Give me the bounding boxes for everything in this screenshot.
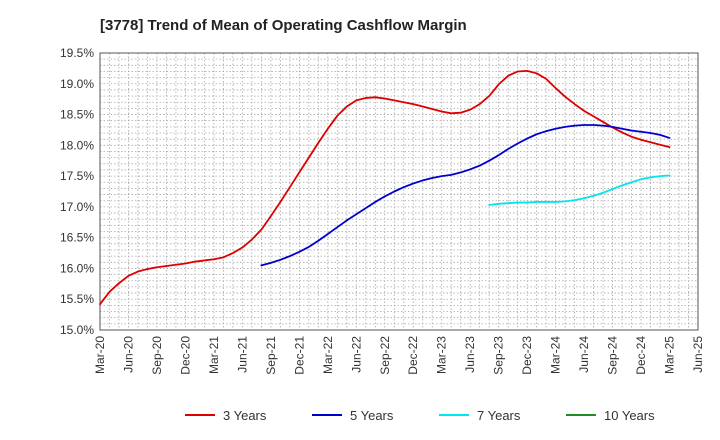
x-tick-label: Jun-25 xyxy=(691,336,705,373)
series-lines xyxy=(99,69,671,306)
y-tick-label: 16.5% xyxy=(60,231,94,245)
plot-border xyxy=(99,52,699,331)
y-tick-label: 16.0% xyxy=(60,261,94,275)
x-tick-label: Sep-23 xyxy=(492,336,506,375)
x-tick-label: Sep-22 xyxy=(378,336,392,375)
y-tick-label: 19.5% xyxy=(60,46,94,60)
x-tick-label: Jun-22 xyxy=(349,336,363,373)
x-tick-label: Jun-24 xyxy=(577,336,591,373)
y-tick-label: 19.0% xyxy=(60,77,94,91)
series-line-3 xyxy=(488,174,671,206)
x-tick-label: Sep-21 xyxy=(264,336,278,375)
legend-label: 7 Years xyxy=(477,408,521,423)
x-tick-label: Mar-22 xyxy=(321,336,335,374)
x-tick-label: Jun-20 xyxy=(121,336,135,373)
y-tick-label: 18.5% xyxy=(60,108,94,122)
x-tick-label: Mar-24 xyxy=(549,336,563,374)
x-tick-label: Dec-24 xyxy=(634,336,648,375)
chart-title: [3778] Trend of Mean of Operating Cashfl… xyxy=(100,17,467,34)
legend-label: 10 Years xyxy=(604,408,655,423)
y-tick-label: 18.0% xyxy=(60,138,94,152)
y-tick-labels: 15.0% 15.5% 16.0% 16.5% 17.0% 17.5% 18.0% 18.5%… xyxy=(60,46,94,337)
legend: 3 Years 5 Years 7 Years 10 Years xyxy=(185,408,655,423)
y-tick-label: 15.5% xyxy=(60,292,94,306)
legend-label: 5 Years xyxy=(350,408,394,423)
x-tick-label: Sep-20 xyxy=(150,336,164,375)
y-tick-label: 17.5% xyxy=(60,169,94,183)
y-tick-label: 15.0% xyxy=(60,323,94,337)
x-tick-label: Dec-20 xyxy=(178,336,192,375)
x-tick-label: Mar-21 xyxy=(207,336,221,374)
x-tick-label: Jun-23 xyxy=(463,336,477,373)
x-tick-label: Mar-25 xyxy=(663,336,677,374)
plot-area xyxy=(100,53,698,330)
x-tick-label: Dec-21 xyxy=(292,336,306,375)
y-tick-label: 17.0% xyxy=(60,200,94,214)
x-tick-label: Sep-24 xyxy=(606,336,620,375)
legend-label: 3 Years xyxy=(223,408,267,423)
series-line-1 xyxy=(99,69,671,306)
x-tick-label: Mar-23 xyxy=(435,336,449,374)
x-tick-label: Mar-20 xyxy=(93,336,107,374)
x-tick-label: Dec-23 xyxy=(520,336,534,375)
x-tick-label: Dec-22 xyxy=(406,336,420,375)
axes xyxy=(99,52,699,331)
x-tick-label: Jun-21 xyxy=(235,336,249,373)
series-line-2 xyxy=(260,124,671,267)
x-tick-labels: Mar-20 Jun-20 Sep-20 Dec-20 Mar-21 Jun-21 Sep-… xyxy=(93,336,705,375)
